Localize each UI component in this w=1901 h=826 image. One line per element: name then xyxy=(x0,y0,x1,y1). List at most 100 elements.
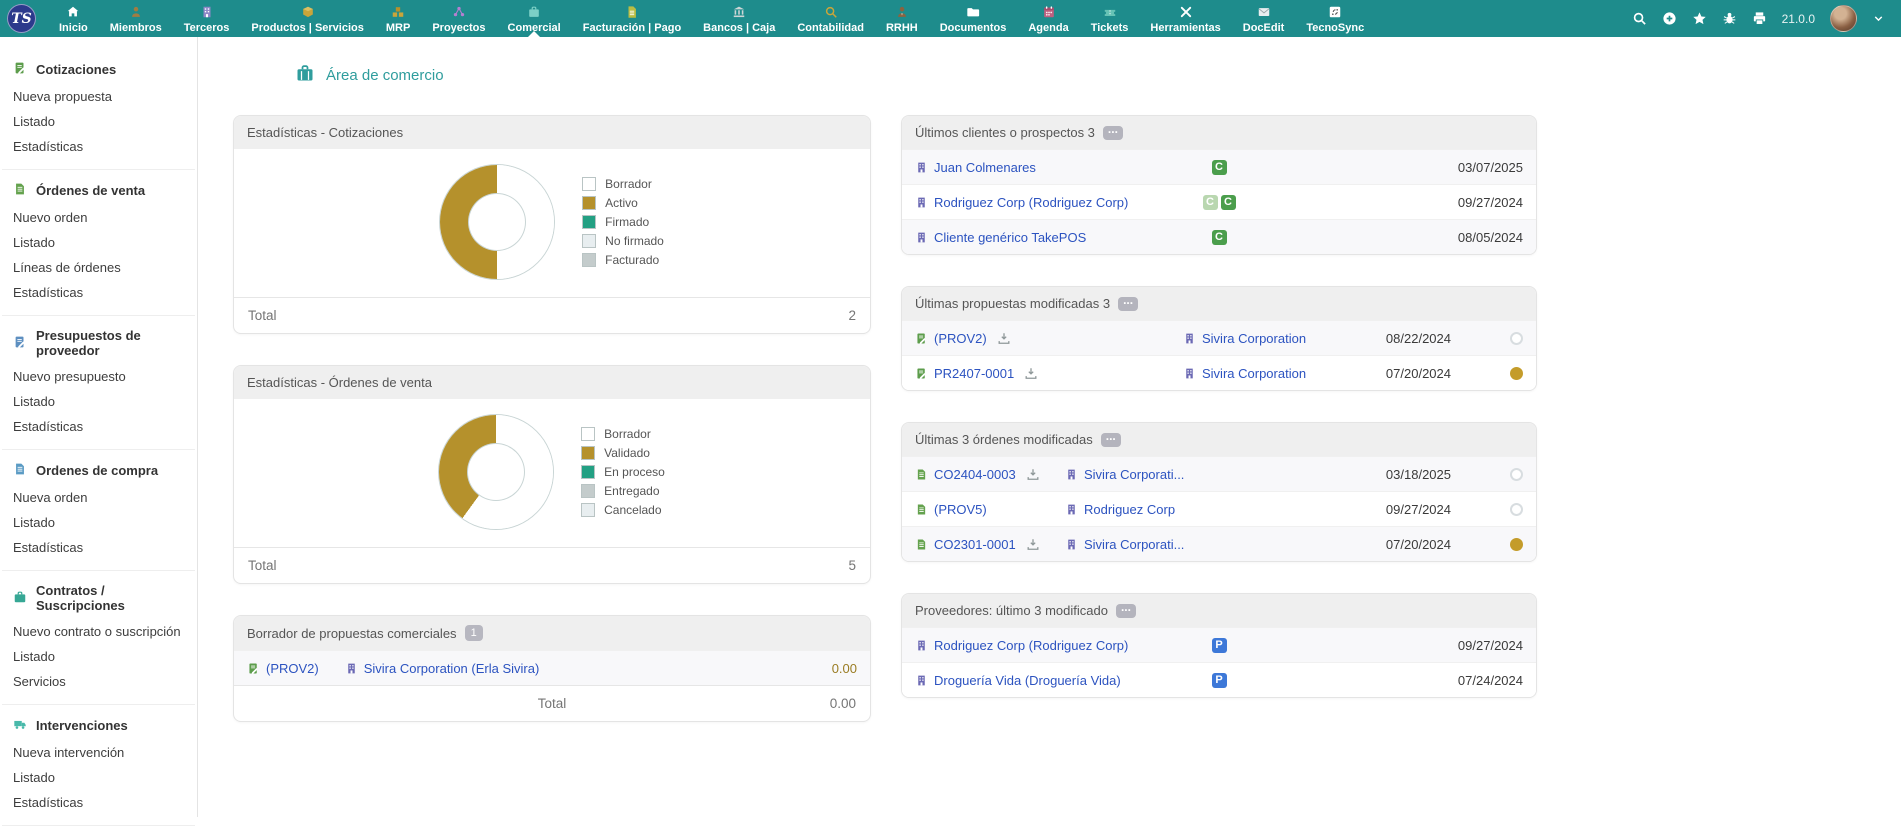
thirdparty-link[interactable]: Sivira Corporation (Erla Sivira) xyxy=(364,661,540,676)
sidebar-link-nueva-orden-compra[interactable]: Nueva orden xyxy=(13,485,185,510)
sidebar-title-ordenes-compra[interactable]: Ordenes de compra xyxy=(13,462,185,479)
nav-item-agenda[interactable]: Agenda xyxy=(1017,0,1079,37)
sidebar-link-cotizaciones-listado[interactable]: Listado xyxy=(13,109,185,134)
nav-item-facturacion[interactable]: Facturación | Pago xyxy=(572,0,692,37)
nav-item-docedit[interactable]: DocEdit xyxy=(1232,0,1296,37)
order-ref-link[interactable]: CO2301-0001 xyxy=(934,537,1016,552)
envelope-icon xyxy=(1257,4,1271,20)
app-logo[interactable]: TS xyxy=(7,4,36,33)
client-link[interactable]: Cliente genérico TakePOS xyxy=(934,230,1086,245)
sidebar-title-intervenciones[interactable]: Intervenciones xyxy=(13,717,185,734)
search-icon[interactable] xyxy=(1632,11,1647,26)
nav-item-herramientas[interactable]: Herramientas xyxy=(1139,0,1231,37)
sidebar-link-contratos-listado[interactable]: Listado xyxy=(13,644,185,669)
sidebar-link-servicios[interactable]: Servicios xyxy=(13,669,185,694)
download-icon[interactable] xyxy=(1026,537,1040,551)
intervention-truck-icon xyxy=(13,717,27,734)
nav-item-contabilidad[interactable]: Contabilidad xyxy=(786,0,875,37)
nav-item-comercial[interactable]: Comercial xyxy=(497,0,572,37)
sidebar-section-cotizaciones: Cotizaciones Nueva propuesta Listado Est… xyxy=(2,49,195,170)
nav-item-bancos[interactable]: Bancos | Caja xyxy=(692,0,786,37)
bookmarks-star-icon[interactable] xyxy=(1692,11,1707,26)
download-icon[interactable] xyxy=(1026,467,1040,481)
sidebar-section-ordenes-venta: Órdenes de venta Nuevo orden Listado Lín… xyxy=(2,170,195,316)
row-date: 09/27/2024 xyxy=(1341,502,1451,517)
sidebar-title-contratos[interactable]: Contratos / Suscripciones xyxy=(13,583,185,613)
proposal-row: PR2407-0001 Sivira Corporation 07/20/202… xyxy=(902,355,1536,390)
proposal-ref-link[interactable]: PR2407-0001 xyxy=(934,366,1014,381)
sidebar-link-venta-estadisticas[interactable]: Estadísticas xyxy=(13,280,185,305)
bank-icon xyxy=(732,4,746,20)
panel-header: Últimos clientes o prospectos 3 ... xyxy=(902,116,1536,149)
sidebar-link-intervenciones-listado[interactable]: Listado xyxy=(13,765,185,790)
client-link[interactable]: Rodriguez Corp (Rodriguez Corp) xyxy=(934,195,1128,210)
proposal-amount-link[interactable]: 0.00 xyxy=(832,661,857,676)
sidebar-link-nueva-intervencion[interactable]: Nueva intervención xyxy=(13,740,185,765)
thirdparty-building-icon xyxy=(915,161,928,174)
nav-item-miembros[interactable]: Miembros xyxy=(99,0,173,37)
client-link[interactable]: Juan Colmenares xyxy=(934,160,1036,175)
more-badge[interactable]: ... xyxy=(1103,126,1123,140)
more-badge[interactable]: ... xyxy=(1116,604,1136,618)
user-avatar[interactable] xyxy=(1830,5,1857,32)
draft-total-row: Total 0.00 xyxy=(234,685,870,721)
sidebar-link-presupuestos-estadisticas[interactable]: Estadísticas xyxy=(13,414,185,439)
panel-header: Borrador de propuestas comerciales 1 xyxy=(234,616,870,650)
sidebar-link-venta-listado[interactable]: Listado xyxy=(13,230,185,255)
supplier-link[interactable]: Droguería Vida (Droguería Vida) xyxy=(934,673,1121,688)
sidebar-link-compra-estadisticas[interactable]: Estadísticas xyxy=(13,535,185,560)
thirdparty-link[interactable]: Rodriguez Corp xyxy=(1084,502,1175,517)
order-file-icon xyxy=(915,503,928,516)
sidebar-link-nuevo-presupuesto[interactable]: Nuevo presupuesto xyxy=(13,364,185,389)
proposal-ref-link[interactable]: (PROV2) xyxy=(266,661,319,676)
sidebar-link-nuevo-contrato[interactable]: Nuevo contrato o suscripción xyxy=(13,619,185,644)
tools-icon xyxy=(1179,4,1193,20)
thirdparty-link[interactable]: Sivira Corporati... xyxy=(1084,537,1184,552)
thirdparty-building-icon xyxy=(1065,468,1078,481)
nav-item-inicio[interactable]: Inicio xyxy=(48,0,99,37)
sidebar-link-intervenciones-estadisticas[interactable]: Estadísticas xyxy=(13,790,185,815)
thirdparty-link[interactable]: Sivira Corporation xyxy=(1202,331,1306,346)
nav-item-productos[interactable]: Productos | Servicios xyxy=(240,0,375,37)
nav-item-documentos[interactable]: Documentos xyxy=(929,0,1018,37)
thirdparty-link[interactable]: Sivira Corporation xyxy=(1202,366,1306,381)
panel-header: Proveedores: último 3 modificado ... xyxy=(902,594,1536,627)
sidebar-title-cotizaciones[interactable]: Cotizaciones xyxy=(13,61,185,78)
supplier-link[interactable]: Rodriguez Corp (Rodriguez Corp) xyxy=(934,638,1128,653)
main-menu: Inicio Miembros Terceros Productos | Ser… xyxy=(48,0,1375,37)
top-navigation-bar: TS Inicio Miembros Terceros Productos | … xyxy=(0,0,1901,37)
nav-item-rrhh[interactable]: RRHH xyxy=(875,0,929,37)
download-icon[interactable] xyxy=(1024,366,1038,380)
download-icon[interactable] xyxy=(997,331,1011,345)
thirdparty-link[interactable]: Sivira Corporati... xyxy=(1084,467,1184,482)
bug-icon[interactable] xyxy=(1722,11,1737,26)
proposal-ref-link[interactable]: (PROV2) xyxy=(934,331,987,346)
sidebar-link-lineas-ordenes[interactable]: Líneas de órdenes xyxy=(13,255,185,280)
sidebar-section-contratos: Contratos / Suscripciones Nuevo contrato… xyxy=(2,571,195,705)
sidebar-link-compra-listado[interactable]: Listado xyxy=(13,510,185,535)
sidebar-link-cotizaciones-estadisticas[interactable]: Estadísticas xyxy=(13,134,185,159)
order-ref-link[interactable]: CO2404-0003 xyxy=(934,467,1016,482)
nav-item-tickets[interactable]: Tickets xyxy=(1080,0,1140,37)
order-ref-link[interactable]: (PROV5) xyxy=(934,502,987,517)
print-icon[interactable] xyxy=(1752,11,1767,26)
quick-add-icon[interactable] xyxy=(1662,11,1677,26)
sidebar-title-presupuestos-proveedor[interactable]: Presupuestos de proveedor xyxy=(13,328,185,358)
nav-item-mrp[interactable]: MRP xyxy=(375,0,421,37)
user-menu-chevron-down-icon[interactable] xyxy=(1872,12,1885,25)
sidebar-link-nueva-propuesta[interactable]: Nueva propuesta xyxy=(13,84,185,109)
more-badge[interactable]: ... xyxy=(1118,297,1138,311)
more-badge[interactable]: ... xyxy=(1101,433,1121,447)
sidebar-title-ordenes-venta[interactable]: Órdenes de venta xyxy=(13,182,185,199)
ordenes-venta-donut-chart xyxy=(439,415,553,529)
nav-item-proyectos[interactable]: Proyectos xyxy=(421,0,496,37)
sidebar-link-nuevo-orden[interactable]: Nuevo orden xyxy=(13,205,185,230)
count-badge: 1 xyxy=(465,625,483,641)
nav-item-tecnosync[interactable]: TecnoSync xyxy=(1295,0,1375,37)
invoice-icon xyxy=(625,4,639,20)
thirdparty-building-icon xyxy=(345,662,358,675)
briefcase-icon xyxy=(527,4,541,20)
nav-item-terceros[interactable]: Terceros xyxy=(173,0,241,37)
sidebar-link-presupuestos-listado[interactable]: Listado xyxy=(13,389,185,414)
panel-proveedores: Proveedores: último 3 modificado ... Rod… xyxy=(901,593,1537,698)
